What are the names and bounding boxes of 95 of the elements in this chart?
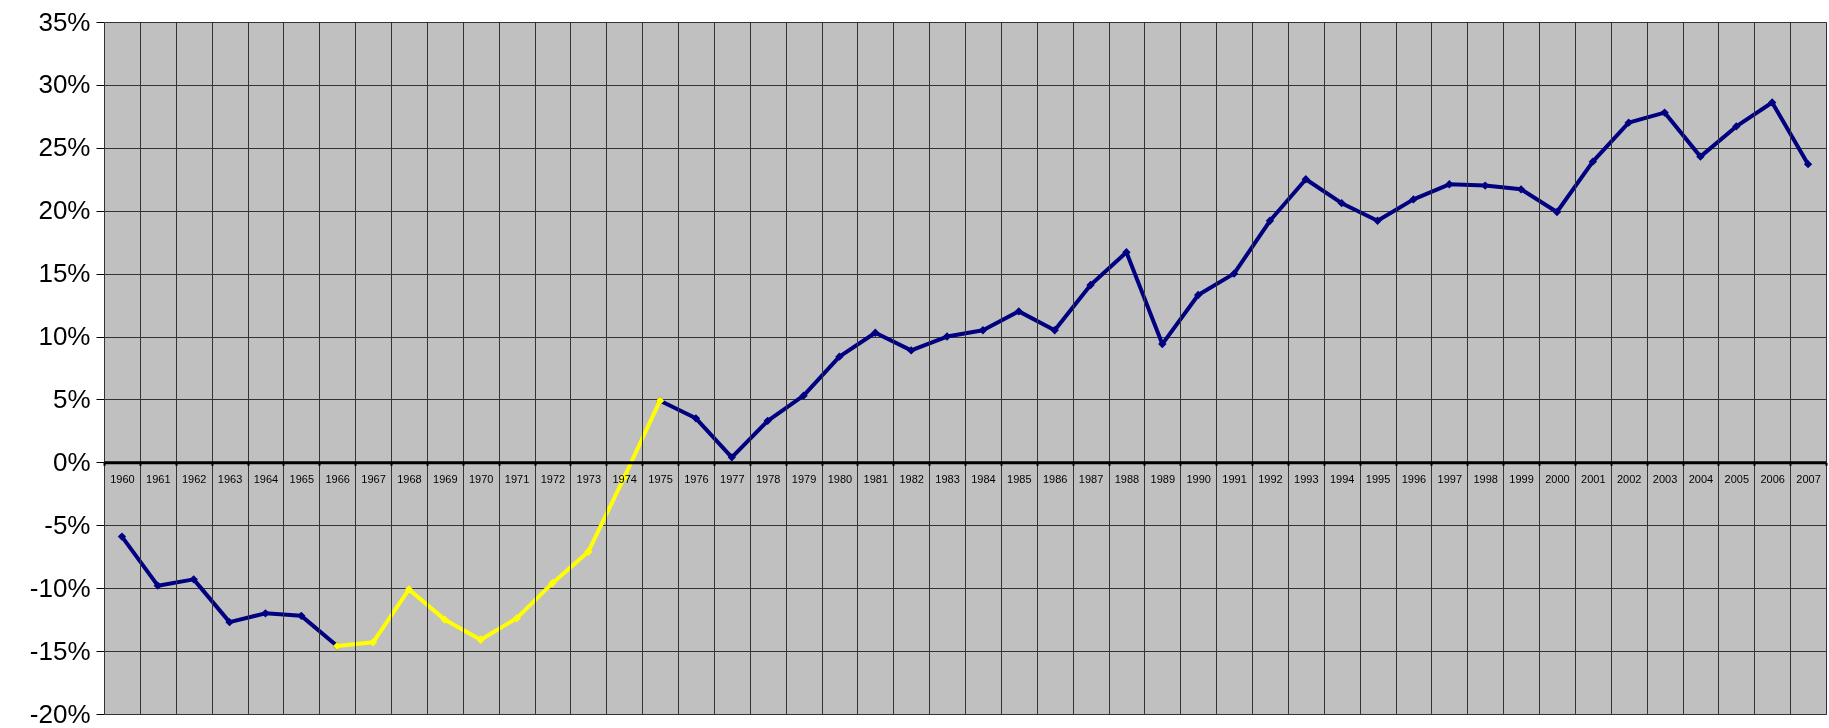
x-tick-label: 1993: [1294, 472, 1319, 485]
point: [1409, 195, 1418, 204]
x-tick-label: 1995: [1365, 472, 1391, 485]
x-tick-label: 1972: [540, 472, 566, 485]
point: [1086, 280, 1095, 290]
y-tick-label: 0%: [52, 446, 91, 477]
x-tick-label: 1976: [684, 472, 709, 485]
point: [1014, 307, 1023, 316]
point: [1337, 199, 1346, 208]
point: [763, 416, 772, 426]
x-tick-label: 1992: [1258, 472, 1283, 485]
x-tick-label: 1983: [935, 472, 960, 485]
point: [799, 391, 808, 400]
point: [476, 635, 485, 644]
point: [1229, 269, 1239, 278]
point: [153, 581, 162, 590]
x-tick-label: 1989: [1150, 472, 1176, 485]
x-tick-label: 1964: [253, 472, 279, 485]
point: [404, 585, 414, 594]
point: [1624, 118, 1633, 127]
point: [225, 617, 234, 627]
x-tick-label: 2007: [1796, 472, 1821, 485]
y-tick-label: 5%: [52, 383, 91, 414]
point: [1122, 248, 1131, 257]
point: [548, 578, 557, 588]
point: [1588, 157, 1597, 166]
point: [512, 614, 521, 623]
x-tick-label: 1981: [863, 472, 889, 485]
x-tick-label: 2004: [1688, 472, 1714, 485]
point: [1803, 159, 1813, 169]
point: [727, 453, 736, 462]
x-tick-label: 1987: [1078, 472, 1104, 485]
point: [1732, 122, 1741, 131]
point: [1660, 108, 1669, 117]
x-tick-label: 1982: [899, 472, 924, 485]
point: [1265, 216, 1275, 225]
x-tick-label: 2005: [1724, 472, 1750, 485]
y-tick-label: -20%: [29, 698, 91, 728]
x-tick-label: 1971: [504, 472, 530, 485]
x-tick-label: 1999: [1509, 472, 1534, 485]
x-tick-label: 1998: [1473, 472, 1498, 485]
x-tick-label: 1988: [1114, 472, 1140, 485]
point: [1373, 216, 1382, 225]
x-tick-label: 1962: [181, 472, 207, 485]
y-tick-label: -10%: [29, 572, 91, 603]
x-tick-label: 1965: [289, 472, 315, 485]
x-tick-label: 1973: [576, 472, 602, 485]
y-tick-label: -5%: [44, 509, 91, 540]
x-tick-label: 1991: [1222, 472, 1247, 485]
point: [1696, 152, 1705, 161]
x-tick-label: 1985: [1007, 472, 1032, 485]
y-tick-label: 30%: [38, 69, 91, 100]
point: [1301, 175, 1310, 184]
x-tick-label: 1960: [110, 472, 135, 485]
x-tick-label: 1979: [791, 472, 817, 485]
point: [117, 532, 127, 541]
y-tick-label: -15%: [29, 635, 91, 666]
point: [1194, 290, 1203, 300]
x-tick-label: 1977: [720, 472, 745, 485]
x-tick-label: 1961: [146, 472, 171, 485]
point: [871, 328, 880, 337]
x-tick-label: 1968: [397, 472, 422, 485]
point: [584, 547, 593, 556]
x-tick-label: 2001: [1581, 472, 1606, 485]
point: [1552, 207, 1562, 217]
x-tick-label: 1980: [827, 472, 853, 485]
point: [1050, 326, 1059, 335]
y-tick-label: 10%: [38, 321, 91, 352]
point: [907, 346, 916, 355]
y-tick-label: 35%: [38, 6, 91, 37]
y-tick-label: 20%: [38, 195, 91, 226]
point: [691, 414, 701, 423]
point: [297, 611, 306, 621]
x-tick-label: 1975: [648, 472, 673, 485]
x-tick-label: 2003: [1652, 472, 1678, 485]
x-tick-label: 1978: [755, 472, 781, 485]
x-tick-label: 1963: [217, 472, 243, 485]
x-tick-label: 1966: [325, 472, 350, 485]
x-tick-label: 1984: [971, 472, 996, 485]
x-tick-label: 1986: [1042, 472, 1068, 485]
x-tick-label: 2006: [1760, 472, 1785, 485]
x-tick-label: 1994: [1329, 472, 1355, 485]
x-tick-label: 1970: [468, 472, 494, 485]
x-tick-label: 1990: [1186, 472, 1211, 485]
point: [835, 352, 844, 361]
x-tick-label: 1997: [1437, 472, 1463, 485]
x-tick-label: 1996: [1401, 472, 1427, 485]
x-tick-label: 1969: [433, 472, 458, 485]
y-tick-label: 25%: [38, 132, 91, 163]
x-tick-label: 2002: [1616, 472, 1642, 485]
x-tick-label: 2000: [1545, 472, 1570, 485]
y-tick-label: 15%: [38, 258, 91, 289]
point: [440, 615, 449, 624]
x-tick-label: 1967: [361, 472, 386, 485]
point: [1768, 98, 1777, 107]
